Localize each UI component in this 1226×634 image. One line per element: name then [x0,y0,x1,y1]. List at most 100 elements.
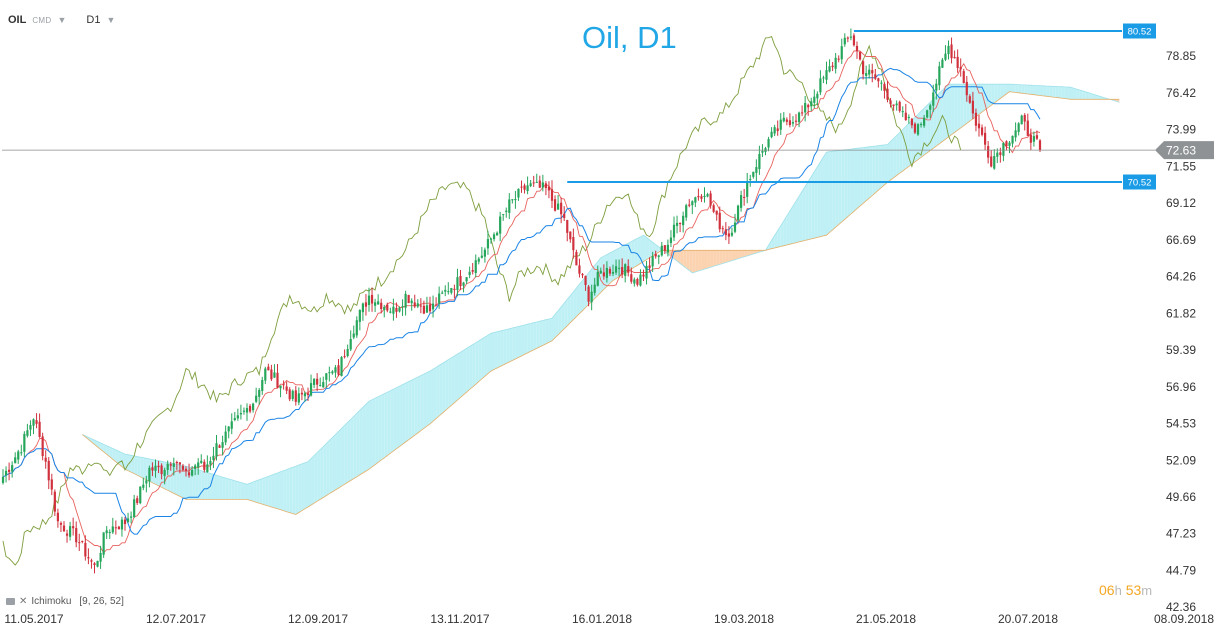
candle-body [767,139,770,148]
candle-body [444,289,447,292]
kumo-segment [484,335,488,377]
candle-body [93,563,96,566]
kumo-segment [182,465,186,500]
candle-body [941,59,944,68]
candle-body [169,464,172,466]
kumo-segment [960,84,964,128]
kumo-segment [686,250,690,271]
kumo-segment [350,416,354,481]
candle-body [758,153,761,170]
kumo-segment [243,483,247,500]
kumo-segment [808,176,812,240]
candle-body [459,275,462,287]
candle-body [178,462,181,465]
candle-body [215,443,218,457]
candle-body [611,271,615,274]
symbol-label[interactable]: OIL [8,14,27,26]
kumo-segment [292,466,296,515]
candle-body [904,112,907,121]
kumo-segment [378,395,382,463]
candle-body [791,122,795,124]
kumo-segment [552,314,556,341]
candle-body [441,292,444,294]
symbol-dropdown-icon[interactable]: ▼ [57,15,67,25]
kumo-segment [509,328,513,362]
kumo-segment [204,471,208,500]
kumo-segment [478,338,482,382]
indicator-tag[interactable]: ✕ Ichimoku [9, 26, 52] [6,596,124,607]
kumo-segment [530,322,534,352]
candle-body [230,421,233,429]
candle-body [87,557,90,559]
candle-body [325,373,328,380]
candle-body [499,216,502,234]
kumo-segment [643,235,647,262]
kumo-segment [195,468,199,500]
kumo-segment [1009,84,1013,93]
candle-body [154,465,157,471]
kumo-segment [1000,84,1004,99]
timeframe-label[interactable]: D1 [86,14,101,26]
kumo-segment [414,377,418,436]
candle-body [346,349,349,357]
candle-body [999,152,1002,156]
candle-body [496,232,499,236]
kumo-segment [725,250,729,263]
candle-body [29,425,32,430]
kumo-segment [1021,84,1025,94]
candle-body [987,146,990,158]
kumo-segment [460,350,464,398]
candle-body [279,385,282,389]
candle-body [313,378,316,385]
kumo-segment [487,333,491,374]
kumo-segment [863,147,867,204]
candle-body [618,267,621,269]
candle-body [20,452,23,454]
kumo-segment [771,235,775,249]
candle-body [858,51,862,60]
candle-body [645,265,648,279]
kumo-segment [689,250,693,273]
kumo-segment [646,237,650,260]
x-tick-label: 12.07.2017 [146,612,206,626]
y-tick-label: 78.85 [1166,49,1196,63]
candle-body [718,212,721,230]
kumo-segment [137,456,141,477]
candle-body [691,201,694,206]
kumo-segment [866,146,870,201]
candle-body [779,119,782,130]
kumo-segment [997,84,1001,101]
close-icon[interactable]: ✕ [19,596,28,607]
kumo-segment [399,384,403,447]
candle-body [935,83,938,91]
kumo-segment [652,242,656,256]
kumo-segment [393,387,397,452]
candle-body [901,111,904,113]
candle-body [730,232,734,236]
kumo-segment [219,476,223,500]
kumo-segment [491,332,495,372]
candle-body [685,205,688,218]
kumo-segment [503,329,507,366]
candle-body [370,294,374,304]
candle-body [700,196,703,199]
kumo-segment [655,244,659,255]
kumo-segment [1076,89,1080,100]
candle-body [72,526,75,529]
y-tick-label: 52.09 [1166,453,1196,467]
kumo-segment [988,84,992,108]
kumo-segment [1070,87,1074,100]
eye-icon[interactable] [6,598,15,605]
candle-body [486,239,490,249]
candle-body [151,467,154,471]
candle-body [868,69,871,75]
candle-body [194,465,197,469]
kumo-segment [872,146,876,196]
kumo-segment [1055,86,1059,98]
kumo-segment [265,476,269,507]
kumo-segment [143,457,147,480]
candle-body [831,65,834,68]
candle-body [590,291,593,303]
timeframe-dropdown-icon[interactable]: ▼ [106,15,116,25]
